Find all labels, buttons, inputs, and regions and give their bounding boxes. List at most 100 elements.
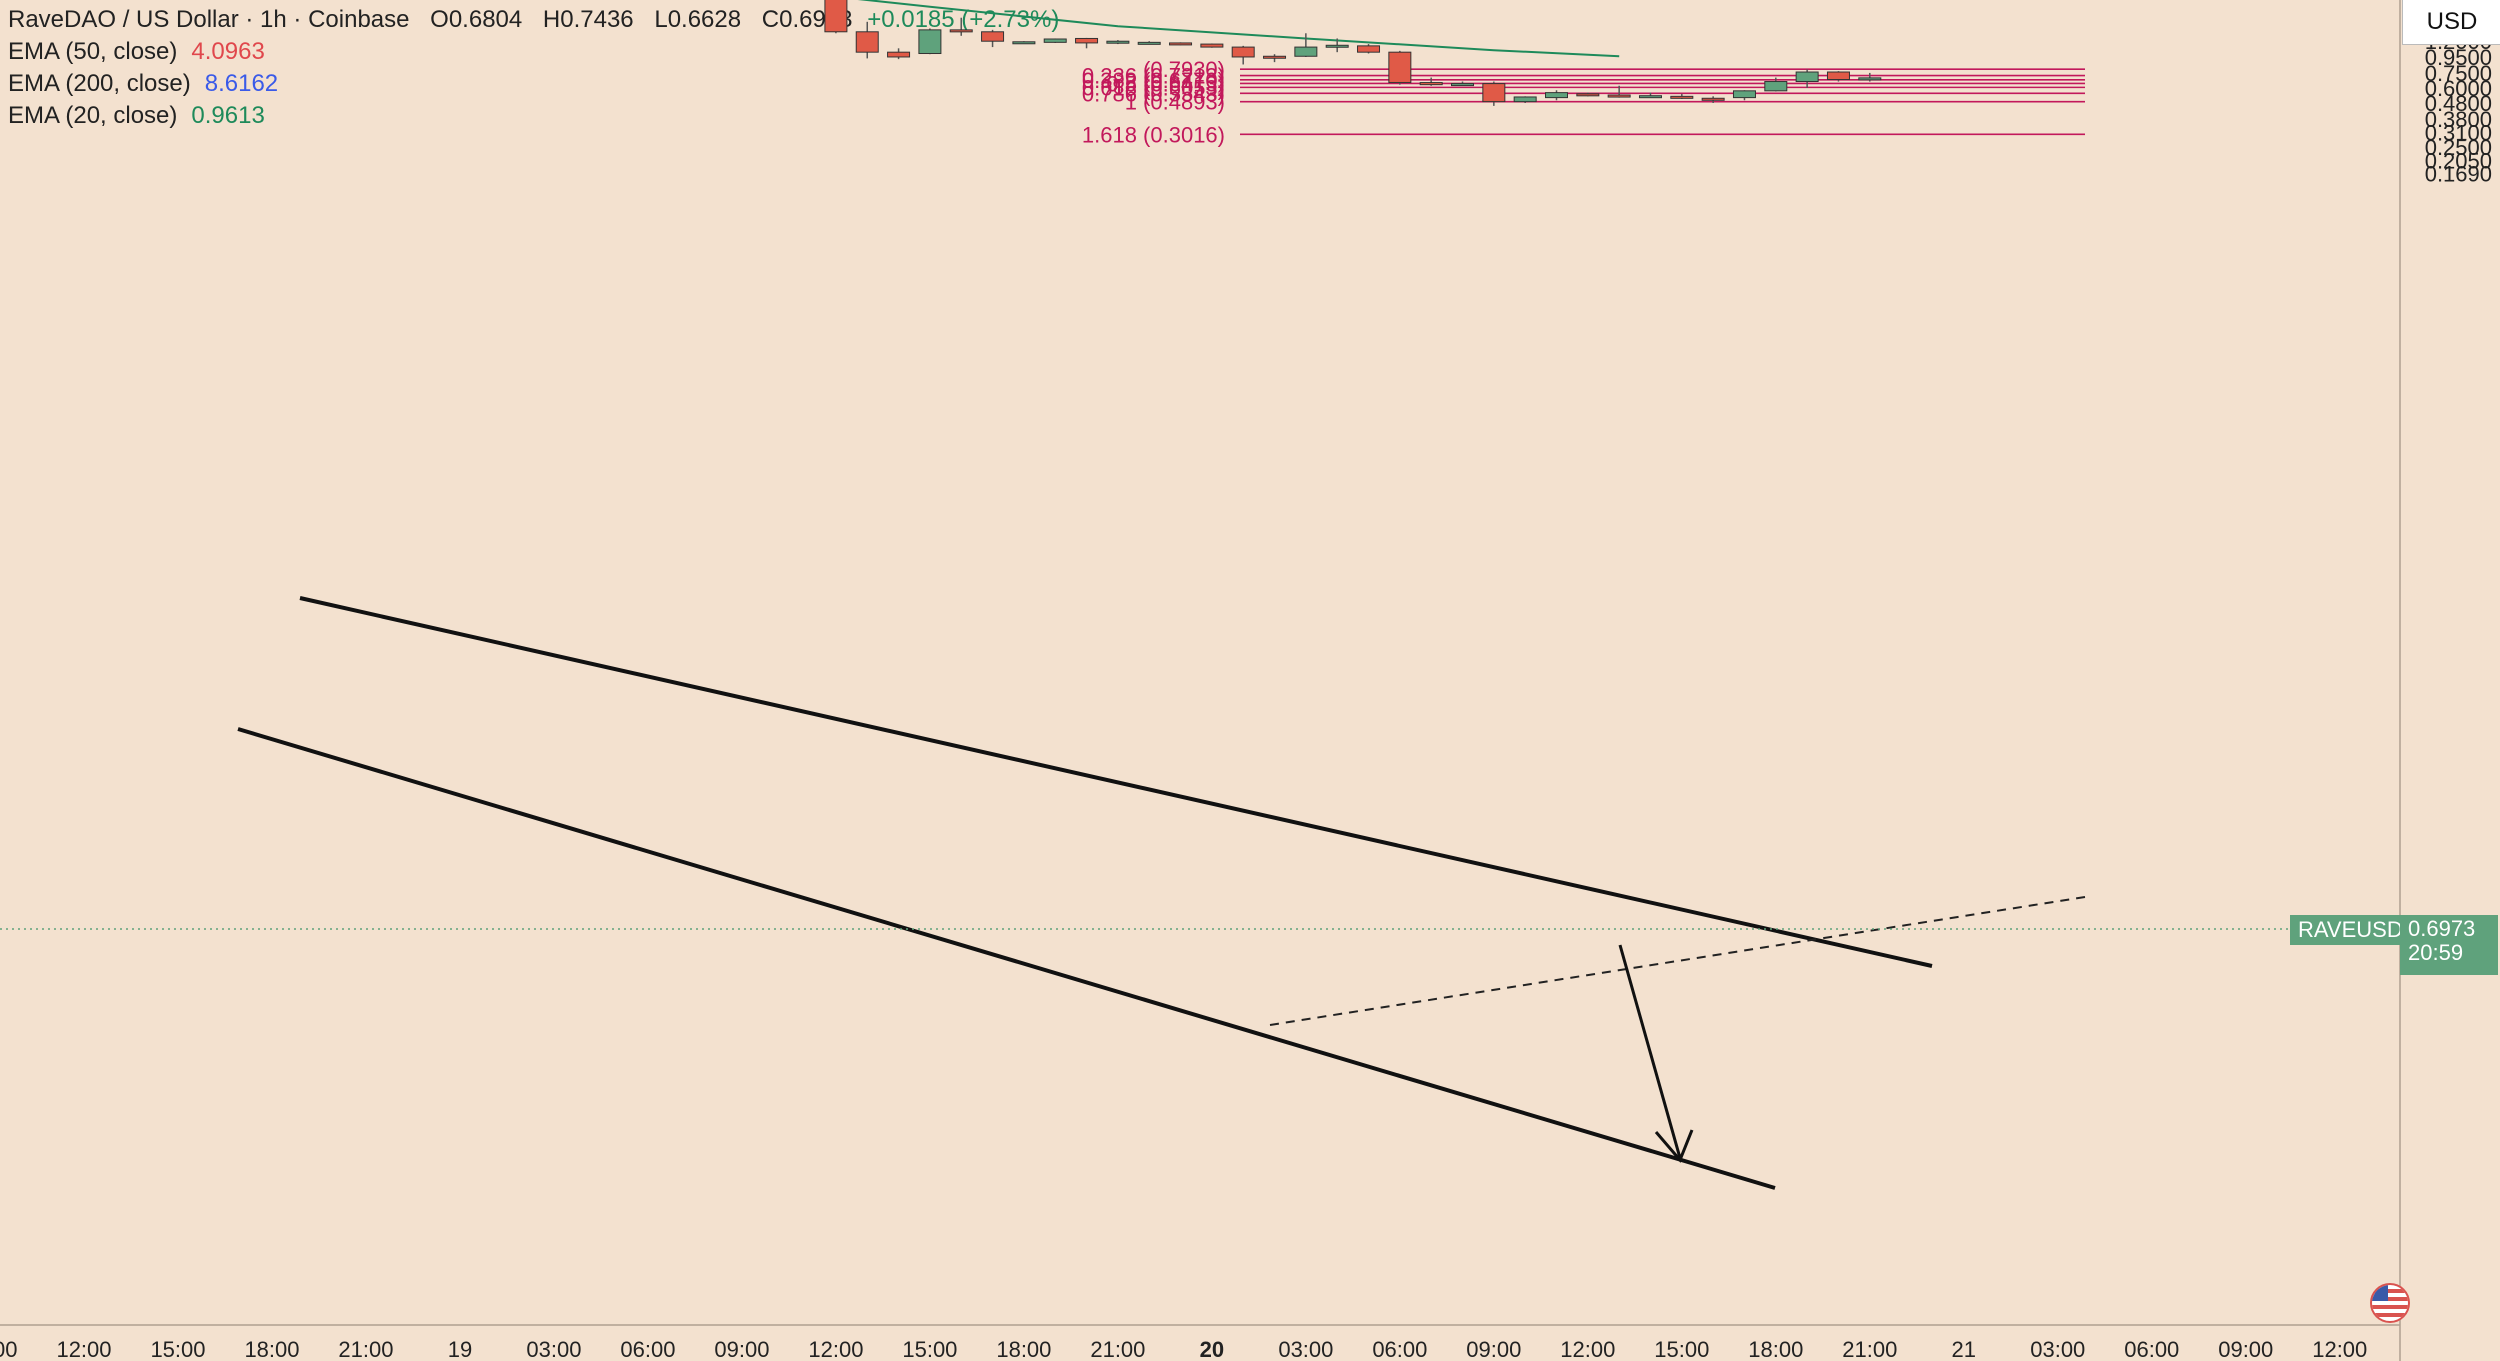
candle[interactable]: [1075, 37, 1099, 49]
time-tick-label: 09:00: [1466, 1337, 1521, 1361]
time-tick-label: 12:00: [1560, 1337, 1615, 1361]
candle[interactable]: [1732, 90, 1756, 101]
us-flag-icon[interactable]: [2370, 1283, 2410, 1323]
indicator-ema50[interactable]: EMA (50, close) 4.0963: [8, 38, 265, 65]
candle[interactable]: [1638, 92, 1662, 99]
candle[interactable]: [1826, 71, 1850, 82]
candle[interactable]: [949, 17, 973, 36]
candle-body: [981, 31, 1005, 42]
candle[interactable]: [1137, 41, 1161, 45]
candle[interactable]: [1670, 93, 1694, 99]
time-tick-label: 20: [1200, 1337, 1224, 1361]
candle[interactable]: [1043, 38, 1067, 43]
candle[interactable]: [1388, 50, 1412, 85]
time-tick-label: 21:00: [338, 1337, 393, 1361]
candle-body: [1169, 42, 1193, 46]
candle[interactable]: [1513, 96, 1537, 104]
candle-body: [1638, 95, 1662, 99]
candle-body: [1764, 81, 1788, 92]
candle-body: [1795, 71, 1819, 83]
candle-body: [887, 51, 911, 58]
open-value: 0.6804: [448, 6, 523, 33]
time-tick-label: 09:00: [714, 1337, 769, 1361]
candle[interactable]: [1545, 90, 1568, 101]
fib-level-label: 0.618 (0.6053): [1082, 75, 1225, 100]
time-tick-label: 09:00: [2218, 1337, 2273, 1361]
candle[interactable]: [1012, 41, 1036, 45]
candle-body: [1545, 92, 1568, 99]
candle[interactable]: [1701, 96, 1725, 104]
candle[interactable]: [1325, 38, 1349, 53]
projection-arrow-head: [1654, 1129, 1694, 1163]
candle[interactable]: [824, 0, 848, 34]
fib-level-label: 1 (0.4893): [1125, 90, 1225, 115]
candle[interactable]: [1357, 44, 1381, 54]
low-value: 0.6628: [667, 6, 742, 33]
candle[interactable]: [855, 21, 879, 59]
currency-selector[interactable]: USD: [2402, 0, 2500, 45]
candle[interactable]: [1607, 85, 1631, 98]
candle[interactable]: [887, 48, 911, 60]
candle[interactable]: [1482, 81, 1506, 106]
candle[interactable]: [1419, 77, 1443, 86]
candle-body: [1576, 93, 1600, 97]
price-tick-label: 0.3100: [2425, 121, 2492, 146]
time-tick-label: 15:00: [150, 1337, 205, 1361]
candle[interactable]: [1200, 43, 1224, 48]
candle[interactable]: [1231, 45, 1255, 65]
time-tick-label: 06:00: [620, 1337, 675, 1361]
price-tick-label: 0.7500: [2425, 61, 2492, 86]
candle-body: [1294, 46, 1318, 57]
time-axis[interactable]: 09:00 12:00 15:00 18:00 21:00 19 03:00 06:00 09:…: [0, 1337, 2367, 1361]
candle[interactable]: [1858, 72, 1882, 82]
time-tick-label: 18:00: [996, 1337, 1051, 1361]
symbol-badge: RAVEUSD: [2290, 915, 2411, 945]
time-tick-label: 18:00: [244, 1337, 299, 1361]
time-tick-label: 03:00: [2030, 1337, 2085, 1361]
candle[interactable]: [1764, 77, 1788, 92]
candle-body: [1012, 41, 1036, 45]
candle-body: [1513, 96, 1537, 103]
fib-level-label: 0.382 (0.6770): [1082, 68, 1225, 93]
candle-body: [1701, 97, 1725, 101]
time-tick-label: 12:00: [2312, 1337, 2367, 1361]
time-tick-label: 06:00: [1372, 1337, 1427, 1361]
candle[interactable]: [1576, 92, 1600, 97]
candle[interactable]: [1263, 54, 1287, 63]
symbol-title[interactable]: RaveDAO / US Dollar · 1h · Coinbase: [8, 6, 410, 33]
candle[interactable]: [1106, 40, 1130, 45]
price-tick-label: 0.4800: [2425, 91, 2492, 116]
channel-lower-line[interactable]: [237, 727, 1776, 1190]
time-tick-label: 19: [448, 1337, 472, 1361]
candle[interactable]: [918, 28, 942, 55]
price-tick-label: 0.6000: [2425, 76, 2492, 101]
indicator-ema20[interactable]: EMA (20, close) 0.9613: [8, 102, 265, 129]
candle[interactable]: [1795, 69, 1819, 88]
time-tick-label: 03:00: [1278, 1337, 1333, 1361]
candle[interactable]: [981, 29, 1005, 48]
price-tick-label: 0.2500: [2425, 135, 2492, 160]
time-tick-label: 21: [1952, 1337, 1976, 1361]
fib-retracement[interactable]: (0.7930)0.236 (0.7213)0.382 (0.6770)0.5 …: [1082, 57, 2085, 147]
channel-upper-line[interactable]: [299, 596, 1933, 968]
last-price-badge: 0.6973 20:59: [2400, 915, 2498, 975]
time-tick-label: 15:00: [1654, 1337, 1709, 1361]
candle[interactable]: [1451, 81, 1475, 87]
projection-arrow[interactable]: [1618, 944, 1682, 1159]
dashed-support-line[interactable]: [1269, 896, 2086, 1026]
candle-body: [1075, 37, 1099, 44]
candle[interactable]: [1169, 42, 1193, 46]
candle-body: [1325, 44, 1349, 48]
fib-level-label: 0.236 (0.7213): [1082, 64, 1225, 89]
fib-level-label: 0.5 (0.6413): [1106, 71, 1225, 96]
candle-body: [1670, 95, 1694, 99]
trend-drawings[interactable]: [237, 596, 2086, 1190]
candle-body: [855, 31, 879, 53]
price-tick-label: 0.3800: [2425, 107, 2492, 132]
candle[interactable]: [1294, 33, 1318, 57]
indicator-ema200[interactable]: EMA (200, close) 8.6162: [8, 70, 279, 97]
candle-body: [1043, 38, 1067, 43]
candle-body: [949, 29, 973, 33]
